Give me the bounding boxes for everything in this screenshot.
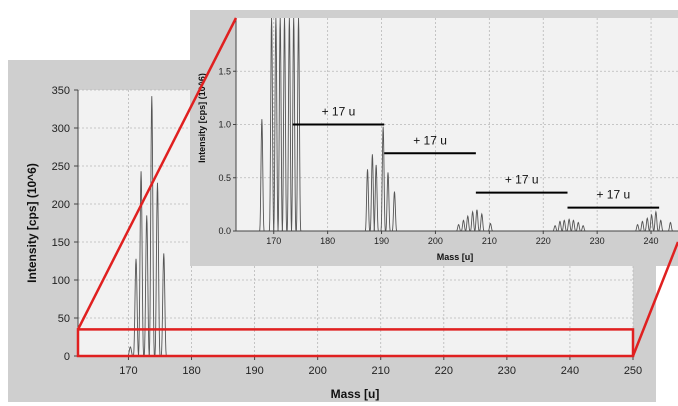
annotation-label: + 17 u: [413, 133, 447, 147]
inset-peak: [364, 169, 371, 232]
inset-peak: [658, 219, 664, 232]
inset-peak: [566, 218, 572, 232]
inset-peak: [561, 219, 567, 232]
inset-y-tick-label: 0.5: [218, 173, 231, 183]
main-peak: [154, 182, 161, 357]
inset-peak: [639, 220, 645, 232]
inset-peak: [487, 222, 493, 232]
main-y-tick-label: 350: [52, 85, 70, 97]
inset-peak: [456, 223, 462, 232]
inset-x-tick-label: 210: [482, 236, 497, 246]
inset-peak: [290, 17, 297, 232]
main-peak: [160, 253, 167, 357]
inset-peak: [465, 214, 471, 232]
inset-peak: [273, 17, 279, 232]
inset-peak: [470, 210, 476, 232]
annotation-label: + 17 u: [596, 188, 630, 202]
inset-peak: [369, 154, 376, 232]
main-x-axis-label: Mass [u]: [331, 387, 380, 401]
inset-x-tick-label: 240: [644, 236, 659, 246]
main-y-tick-label: 250: [52, 161, 70, 173]
main-tick-labels: 170 180 190 200 210 220 230 240 250 0 50 100 150 200 2…: [52, 85, 643, 377]
inset-y-tick-label: 1.5: [218, 66, 231, 76]
annotation-label: + 17 u: [505, 173, 539, 187]
inset-peak: [649, 213, 655, 232]
inset-peak: [259, 119, 265, 232]
main-x-tick-label: 190: [245, 365, 263, 377]
inset-peak: [281, 17, 288, 232]
inset-peak: [391, 191, 398, 232]
inset-peak: [570, 219, 576, 232]
inset-x-tick-label: 230: [590, 236, 605, 246]
main-y-tick-label: 200: [52, 199, 70, 211]
inset-peak: [557, 220, 563, 232]
main-peak: [137, 171, 145, 357]
inset-y-axis-label: Intensity [cps] (10^6): [197, 73, 207, 163]
main-peak: [148, 96, 156, 357]
main-x-tick-label: 200: [308, 365, 326, 377]
inset-y-tick-label: 0.0: [218, 226, 231, 236]
inset-peak: [295, 17, 302, 232]
main-x-tick-label: 230: [498, 365, 516, 377]
inset-peak: [460, 219, 466, 232]
main-y-axis-label: Intensity [cps] (10^6): [25, 163, 39, 283]
inset-peak: [644, 217, 650, 232]
main-y-tick-label: 300: [52, 123, 70, 135]
inset-peak: [653, 210, 659, 232]
main-x-tick-label: 240: [561, 365, 579, 377]
inset-peak: [552, 225, 558, 232]
inset-peak: [380, 126, 386, 232]
main-x-tick-label: 180: [182, 365, 200, 377]
inset-peak: [580, 225, 586, 232]
zoom-connector-right: [631, 241, 678, 357]
main-peak: [132, 258, 140, 357]
main-y-tick-label: 0: [64, 351, 70, 363]
inset-x-tick-label: 180: [320, 236, 335, 246]
inset-annotations: + 17 u + 17 u + 17 u + 17 u: [292, 105, 660, 209]
inset-peak: [385, 172, 391, 232]
main-x-tick-label: 250: [624, 365, 642, 377]
inset-x-axis-label: Mass [u]: [437, 252, 474, 262]
main-y-tick-label: 50: [58, 313, 70, 325]
zoom-connector-left: [76, 17, 238, 330]
annotation-label: + 17 u: [322, 105, 356, 119]
inset-x-tick-label: 200: [428, 236, 443, 246]
inset-peak: [667, 221, 673, 232]
inset-peak: [635, 223, 641, 232]
zoom-region-box: [76, 328, 635, 358]
main-x-tick-label: 210: [372, 365, 390, 377]
main-y-tick-label: 150: [52, 237, 70, 249]
inset-peak: [474, 209, 480, 232]
main-peak: [143, 215, 150, 357]
zoom-overlay: [76, 17, 678, 358]
inset-peak: [479, 212, 485, 232]
inset-x-tick-label: 170: [266, 236, 281, 246]
main-x-tick-label: 170: [119, 365, 137, 377]
main-peaks: [127, 96, 167, 357]
inset-peak: [286, 17, 293, 232]
main-x-tick-label: 220: [435, 365, 453, 377]
inset-peaks: [259, 17, 673, 232]
inset-x-tick-label: 220: [536, 236, 551, 246]
inset-peak: [373, 164, 379, 232]
inset-peak: [575, 221, 581, 232]
main-y-tick-label: 100: [52, 275, 70, 287]
inset-peak: [268, 17, 275, 232]
inset-x-tick-label: 190: [374, 236, 389, 246]
inset-peak: [277, 17, 284, 232]
inset-y-tick-label: 1.0: [218, 120, 231, 130]
